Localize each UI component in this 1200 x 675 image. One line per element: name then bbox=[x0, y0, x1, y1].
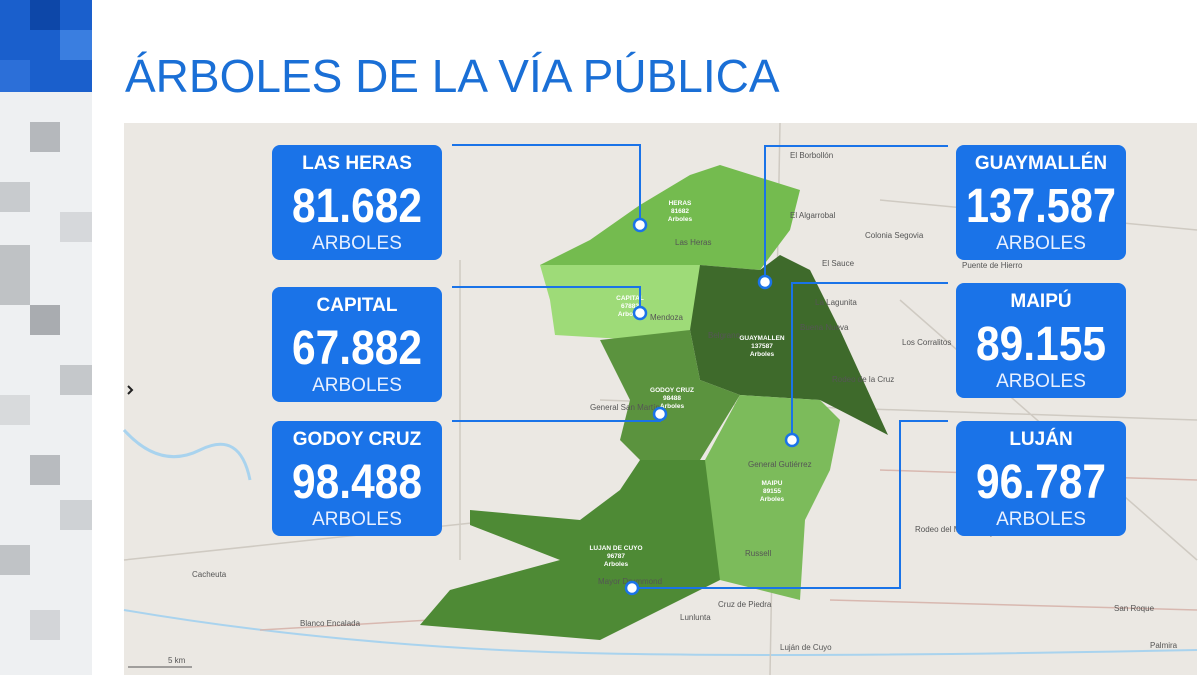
box-value: 81.682 bbox=[292, 180, 422, 233]
connector-line bbox=[452, 286, 641, 313]
place-label: General Gutiérrez bbox=[748, 460, 812, 469]
box-unit: ARBOLES bbox=[996, 371, 1086, 392]
box-name: LAS HERAS bbox=[302, 153, 412, 174]
box-name: GUAYMALLÉN bbox=[975, 152, 1107, 174]
box-name: GODOY CRUZ bbox=[293, 429, 422, 450]
place-label: Palmira bbox=[1150, 641, 1178, 650]
district-label: 81682 bbox=[671, 208, 689, 215]
district-label: Arboles bbox=[618, 311, 643, 318]
box-name: CAPITAL bbox=[317, 295, 398, 316]
connector-dot bbox=[632, 217, 648, 233]
info-box bbox=[272, 145, 442, 260]
connector-dot bbox=[757, 274, 773, 290]
connector-line bbox=[452, 144, 641, 225]
connector-dot bbox=[632, 305, 648, 321]
side-decoration bbox=[0, 0, 92, 675]
info-box bbox=[956, 145, 1126, 260]
district-label: Arboles bbox=[604, 561, 629, 568]
district-label: Arboles bbox=[760, 496, 785, 503]
place-label: Las Heras bbox=[675, 238, 711, 247]
box-value: 67.882 bbox=[292, 322, 422, 375]
place-label: Luján de Cuyo bbox=[780, 643, 832, 652]
place-label: 5 km bbox=[168, 656, 186, 665]
place-label: Cacheuta bbox=[192, 570, 227, 579]
district-label: Arboles bbox=[750, 351, 775, 358]
place-label: Mendoza bbox=[650, 313, 683, 322]
place-label: Puente de Hierro bbox=[962, 261, 1023, 270]
place-label: El Borbollón bbox=[790, 151, 833, 160]
place-label: Belgrano bbox=[708, 331, 741, 340]
place-label: El Sauce bbox=[822, 259, 855, 268]
connector-dot bbox=[624, 580, 640, 596]
box-value: 137.587 bbox=[966, 180, 1116, 233]
place-label: Russell bbox=[745, 549, 771, 558]
district-label: CAPITAL bbox=[616, 295, 644, 302]
place-label: Cruz de Piedra bbox=[718, 600, 772, 609]
place-label: San Roque bbox=[1114, 604, 1155, 613]
district-label: 98488 bbox=[663, 395, 681, 402]
district-label: LUJAN DE CUYO bbox=[589, 545, 642, 552]
info-box bbox=[272, 421, 442, 536]
slide-title: ÁRBOLES DE LA VÍA PÚBLICA bbox=[125, 50, 780, 102]
district-label: GUAYMALLEN bbox=[739, 335, 785, 342]
place-label: Blanco Encalada bbox=[300, 619, 361, 628]
box-unit: ARBOLES bbox=[312, 233, 402, 254]
district-label: 67882 bbox=[621, 303, 639, 310]
place-label: El Algarrobal bbox=[790, 211, 836, 220]
info-box bbox=[272, 287, 442, 402]
place-label: Colonia Segovia bbox=[865, 231, 924, 240]
district-label: Arboles bbox=[660, 403, 685, 410]
box-value: 89.155 bbox=[976, 318, 1106, 371]
place-label: Rodeo de la Cruz bbox=[832, 375, 894, 384]
box-unit: ARBOLES bbox=[312, 509, 402, 530]
box-value: 96.787 bbox=[976, 456, 1106, 509]
place-label: Buena Nueva bbox=[800, 323, 849, 332]
box-name: MAIPÚ bbox=[1010, 290, 1071, 312]
district-label: HERAS bbox=[669, 200, 692, 207]
place-label: Los Corralitos bbox=[902, 338, 951, 347]
connector-line bbox=[632, 420, 948, 589]
info-box bbox=[956, 283, 1126, 398]
box-unit: ARBOLES bbox=[312, 375, 402, 396]
box-name: LUJÁN bbox=[1009, 428, 1072, 450]
district-label: 96787 bbox=[607, 553, 625, 560]
connector-line bbox=[791, 282, 948, 440]
box-value: 98.488 bbox=[292, 456, 422, 509]
place-label: La Lagunita bbox=[815, 298, 857, 307]
district-label: Arboles bbox=[668, 216, 693, 223]
district-label: GODOY CRUZ bbox=[650, 387, 694, 394]
place-label: Lunlunta bbox=[680, 613, 711, 622]
place-label: General San Martín bbox=[590, 403, 660, 412]
connector-dot bbox=[652, 406, 668, 422]
info-box bbox=[956, 421, 1126, 536]
district-label: MAIPU bbox=[762, 480, 783, 487]
district-label: 89155 bbox=[763, 488, 781, 495]
box-unit: ARBOLES bbox=[996, 233, 1086, 254]
connector-line bbox=[764, 145, 948, 282]
place-label: Rodeo del Medio bbox=[915, 525, 976, 534]
connector-dot bbox=[784, 432, 800, 448]
box-unit: ARBOLES bbox=[996, 509, 1086, 530]
district-label: 137587 bbox=[751, 343, 773, 350]
